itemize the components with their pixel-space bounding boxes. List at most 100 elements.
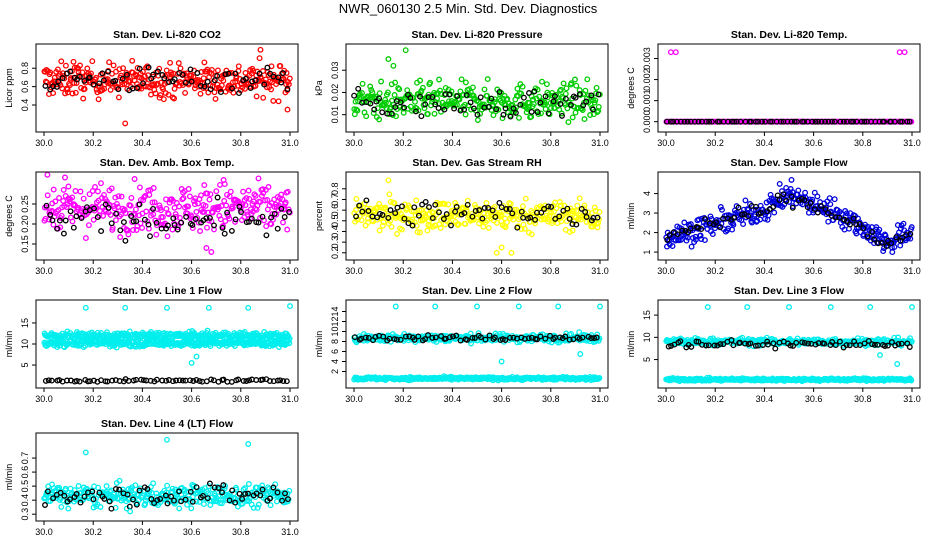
data-point xyxy=(595,91,602,98)
data-point xyxy=(59,75,66,82)
data-point xyxy=(534,109,541,116)
data-point xyxy=(812,118,819,125)
data-point xyxy=(150,211,157,218)
data-point xyxy=(829,118,835,125)
data-point xyxy=(562,90,569,97)
data-point xyxy=(213,188,220,195)
data-point xyxy=(107,86,114,93)
data-point xyxy=(460,91,467,98)
y-tick-label: 4 xyxy=(642,191,652,196)
data-point xyxy=(173,213,180,220)
x-tick-label: 30.4 xyxy=(134,266,152,276)
data-point xyxy=(193,208,200,215)
data-point xyxy=(788,176,795,183)
data-point xyxy=(220,77,227,84)
data-point xyxy=(261,81,268,88)
data-point xyxy=(507,113,514,120)
data-point xyxy=(204,190,211,197)
data-point xyxy=(44,171,51,178)
panel-title: Stan. Dev. Gas Stream RH xyxy=(412,157,541,169)
data-point xyxy=(382,99,389,106)
data-point xyxy=(778,118,784,125)
data-point xyxy=(827,304,834,311)
data-point xyxy=(577,351,584,357)
data-point xyxy=(151,199,158,206)
data-point xyxy=(484,92,491,99)
x-tick-label: 30.2 xyxy=(84,138,102,148)
data-point xyxy=(256,70,263,77)
data-point xyxy=(176,203,183,210)
data-point xyxy=(502,105,509,112)
data-point xyxy=(394,230,400,237)
data-point xyxy=(147,233,153,240)
data-point xyxy=(232,218,239,225)
x-tick-label: 30.0 xyxy=(345,138,363,148)
data-point xyxy=(877,352,883,359)
data-point xyxy=(275,98,282,105)
data-point xyxy=(542,93,549,100)
data-point xyxy=(163,205,170,212)
data-point xyxy=(424,111,431,117)
data-point xyxy=(759,118,765,125)
x-tick-label: 30.0 xyxy=(35,266,53,276)
data-point xyxy=(202,202,209,209)
data-point xyxy=(568,102,574,108)
x-tick-label: 30.2 xyxy=(706,394,724,404)
data-point xyxy=(242,202,249,209)
data-point xyxy=(499,115,506,122)
data-point xyxy=(788,118,795,125)
data-point xyxy=(396,86,403,93)
x-tick-label: 31.0 xyxy=(281,394,299,404)
data-point xyxy=(130,227,137,233)
data-point xyxy=(555,303,562,310)
data-point xyxy=(516,114,522,121)
data-point xyxy=(81,77,88,84)
data-point xyxy=(153,231,160,238)
data-point xyxy=(222,218,229,225)
data-point xyxy=(548,105,554,112)
data-point xyxy=(120,219,127,226)
data-point xyxy=(64,86,71,93)
data-point xyxy=(208,249,215,255)
data-point xyxy=(470,92,477,99)
x-tick-label: 30.2 xyxy=(84,266,102,276)
data-point xyxy=(477,94,484,101)
x-tick-label: 30.2 xyxy=(394,394,412,404)
data-point xyxy=(215,204,222,210)
data-points xyxy=(351,47,603,126)
data-point xyxy=(432,101,439,108)
data-point xyxy=(197,90,204,97)
panel-title: Stan. Dev. Li-820 Pressure xyxy=(411,29,542,41)
data-point xyxy=(815,118,822,125)
data-point xyxy=(47,86,54,93)
data-point xyxy=(490,112,497,119)
data-point xyxy=(498,358,505,365)
data-point xyxy=(462,111,469,118)
data-point xyxy=(587,112,594,118)
data-point xyxy=(889,249,896,256)
data-point xyxy=(84,65,91,72)
data-point xyxy=(801,118,808,125)
data-point xyxy=(370,110,377,117)
data-point xyxy=(441,106,448,113)
data-point xyxy=(145,64,152,71)
x-tick-label: 30.6 xyxy=(805,394,823,404)
data-point xyxy=(62,217,69,224)
data-point xyxy=(62,174,68,181)
panel-title: Stan. Dev. Sample Flow xyxy=(730,157,848,169)
data-point xyxy=(245,187,252,194)
y-axis-label: ml/min xyxy=(4,464,14,491)
data-points xyxy=(41,436,293,515)
data-point xyxy=(483,200,490,206)
data-point xyxy=(66,198,73,205)
data-point xyxy=(818,118,825,125)
data-point xyxy=(256,55,263,62)
data-point xyxy=(57,224,64,231)
data-point xyxy=(353,106,360,113)
data-point xyxy=(52,198,59,205)
data-point xyxy=(510,105,517,112)
x-tick-label: 31.0 xyxy=(591,138,609,148)
data-point xyxy=(134,85,140,92)
